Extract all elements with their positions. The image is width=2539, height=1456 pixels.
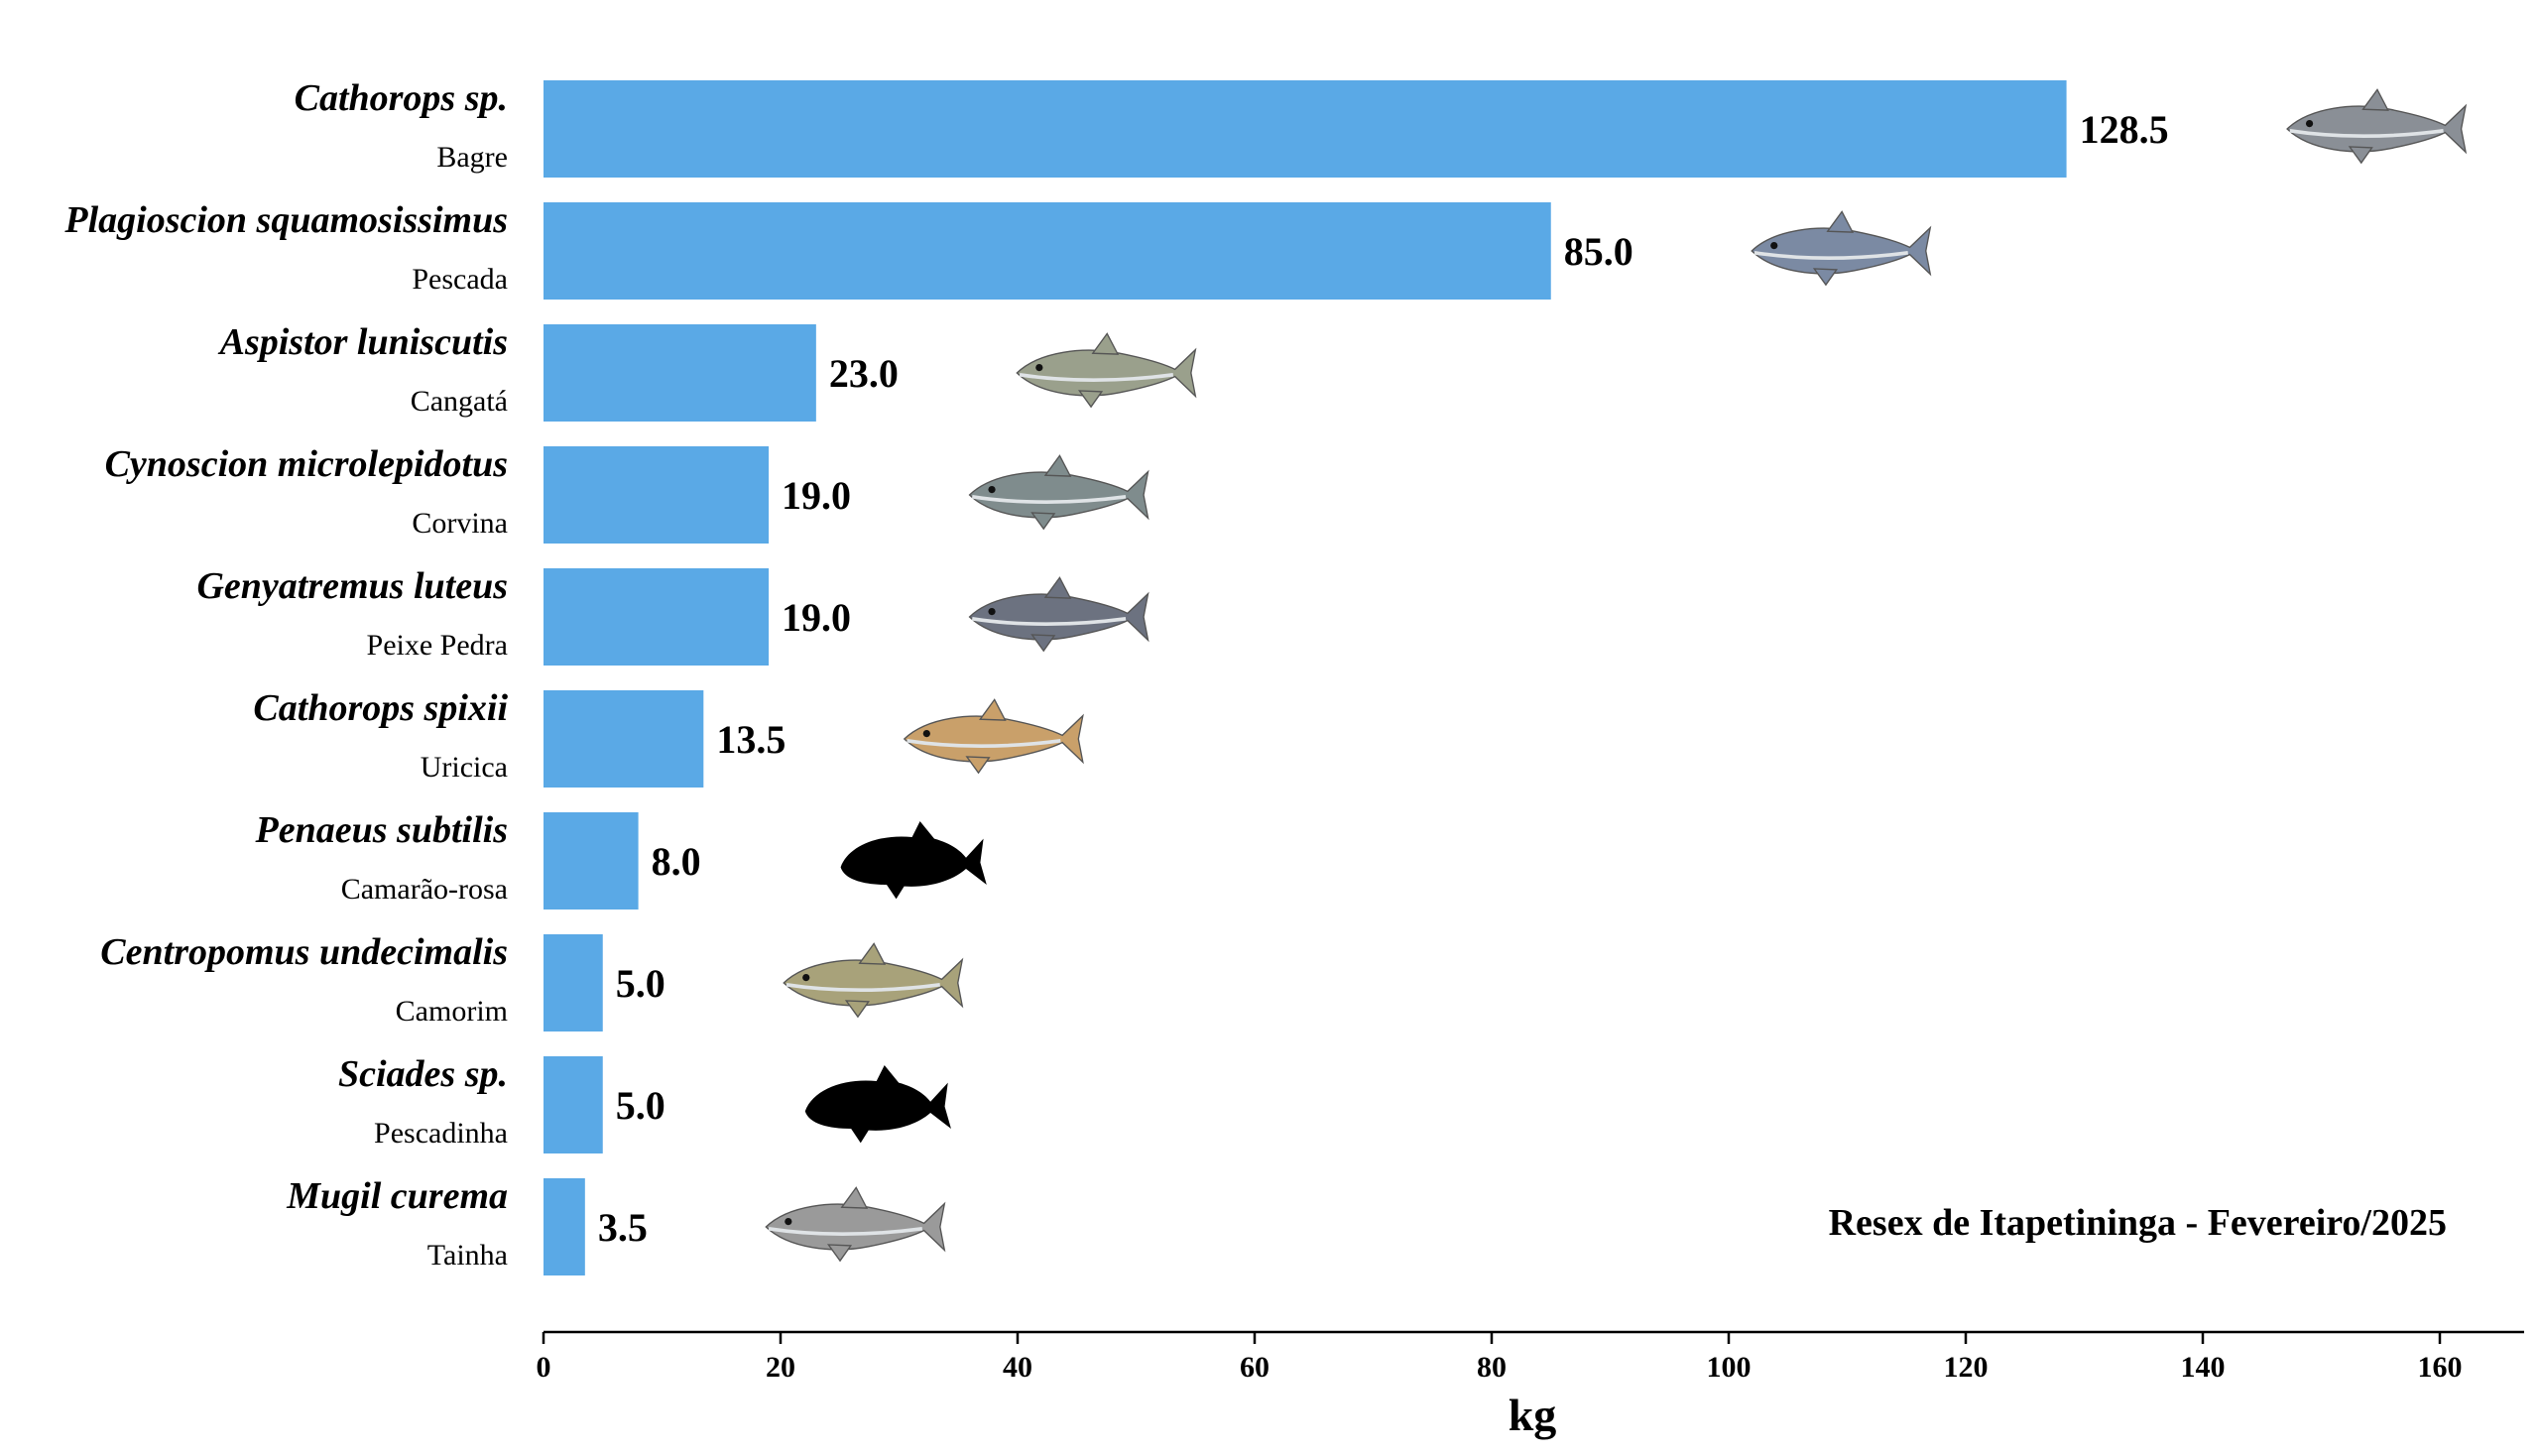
category-scientific-name: Cathorops sp. bbox=[295, 77, 508, 119]
bar-10 bbox=[544, 1178, 585, 1275]
category-common-name: Camarão-rosa bbox=[341, 873, 508, 906]
value-label: 13.5 bbox=[716, 717, 786, 762]
category-common-name: Tainha bbox=[427, 1239, 508, 1272]
fish-silhouette-icon bbox=[804, 1065, 951, 1144]
value-labels-layer: 128.5 85.0 23.0 19.0 19.0 13.5 8.0 5.0 5.0 3.5 bbox=[598, 107, 2169, 1250]
grunt-fish-icon bbox=[968, 576, 1149, 653]
bar-1 bbox=[544, 80, 2067, 178]
value-label: 128.5 bbox=[2080, 107, 2169, 152]
category-common-name: Camorim bbox=[396, 995, 508, 1028]
category-common-name: Uricica bbox=[421, 751, 508, 784]
category-common-name: Pescadinha bbox=[374, 1117, 508, 1150]
value-label: 19.0 bbox=[782, 595, 851, 640]
chart-annotation: Resex de Itapetininga - Fevereiro/2025 bbox=[1829, 1202, 2447, 1244]
bar-8 bbox=[544, 934, 603, 1031]
weakfish-icon bbox=[968, 454, 1149, 531]
category-scientific-name: Plagioscion squamosissimus bbox=[63, 199, 508, 241]
category-scientific-name: Cynoscion microlepidotus bbox=[105, 443, 508, 485]
category-common-name: Corvina bbox=[412, 507, 508, 540]
bar-4 bbox=[544, 446, 770, 544]
small-catfish-icon bbox=[903, 698, 1084, 775]
fish-silhouette-icon bbox=[840, 821, 987, 900]
value-label: 19.0 bbox=[782, 473, 851, 518]
category-common-name: Peixe Pedra bbox=[367, 629, 508, 662]
value-label: 8.0 bbox=[652, 839, 701, 884]
value-label: 85.0 bbox=[1564, 229, 1633, 274]
bar-7 bbox=[544, 812, 639, 910]
x-tick-label: 60 bbox=[1240, 1351, 1270, 1384]
sea-catfish-icon bbox=[1016, 332, 1197, 409]
category-scientific-name: Genyatremus luteus bbox=[196, 565, 508, 607]
category-scientific-name: Penaeus subtilis bbox=[255, 809, 508, 851]
x-tick-label: 40 bbox=[1003, 1351, 1032, 1384]
x-tick-label: 140 bbox=[2181, 1351, 2226, 1384]
bar-2 bbox=[544, 202, 1551, 300]
value-label: 23.0 bbox=[829, 351, 899, 396]
category-common-name: Bagre bbox=[436, 141, 508, 174]
category-scientific-name: Centropomus undecimalis bbox=[100, 931, 508, 973]
x-axis: 0 20 40 60 80 100 120 140 160 bbox=[537, 1330, 2524, 1384]
x-tick-label: 100 bbox=[1707, 1351, 1752, 1384]
x-tick-label: 80 bbox=[1477, 1351, 1507, 1384]
x-tick-label: 0 bbox=[537, 1351, 551, 1384]
category-scientific-name: Cathorops spixii bbox=[253, 687, 508, 729]
value-label: 3.5 bbox=[598, 1205, 648, 1250]
x-tick-label: 20 bbox=[766, 1351, 795, 1384]
value-label: 5.0 bbox=[616, 1083, 665, 1128]
category-labels-layer: Cathorops sp. Bagre Plagioscion squamosiss… bbox=[63, 77, 508, 1272]
category-scientific-name: Mugil curema bbox=[286, 1175, 508, 1217]
x-tick-label: 120 bbox=[1944, 1351, 1989, 1384]
bars-layer bbox=[544, 80, 2067, 1275]
category-common-name: Pescada bbox=[412, 263, 508, 296]
bar-3 bbox=[544, 324, 816, 422]
catfish-icon bbox=[2286, 88, 2468, 165]
mullet-fish-icon bbox=[765, 1186, 946, 1263]
fish-icons-layer bbox=[765, 88, 2468, 1263]
snook-fish-icon bbox=[783, 942, 964, 1019]
bar-5 bbox=[544, 568, 770, 666]
value-label: 5.0 bbox=[616, 961, 665, 1006]
bar-6 bbox=[544, 690, 704, 788]
category-scientific-name: Aspistor luniscutis bbox=[218, 321, 508, 363]
category-common-name: Cangatá bbox=[411, 385, 508, 418]
croaker-fish-icon bbox=[1751, 210, 1932, 287]
x-axis-label: kg bbox=[1509, 1390, 1557, 1440]
bar-9 bbox=[544, 1056, 603, 1153]
x-tick-label: 160 bbox=[2418, 1351, 2463, 1384]
category-scientific-name: Sciades sp. bbox=[338, 1053, 508, 1095]
